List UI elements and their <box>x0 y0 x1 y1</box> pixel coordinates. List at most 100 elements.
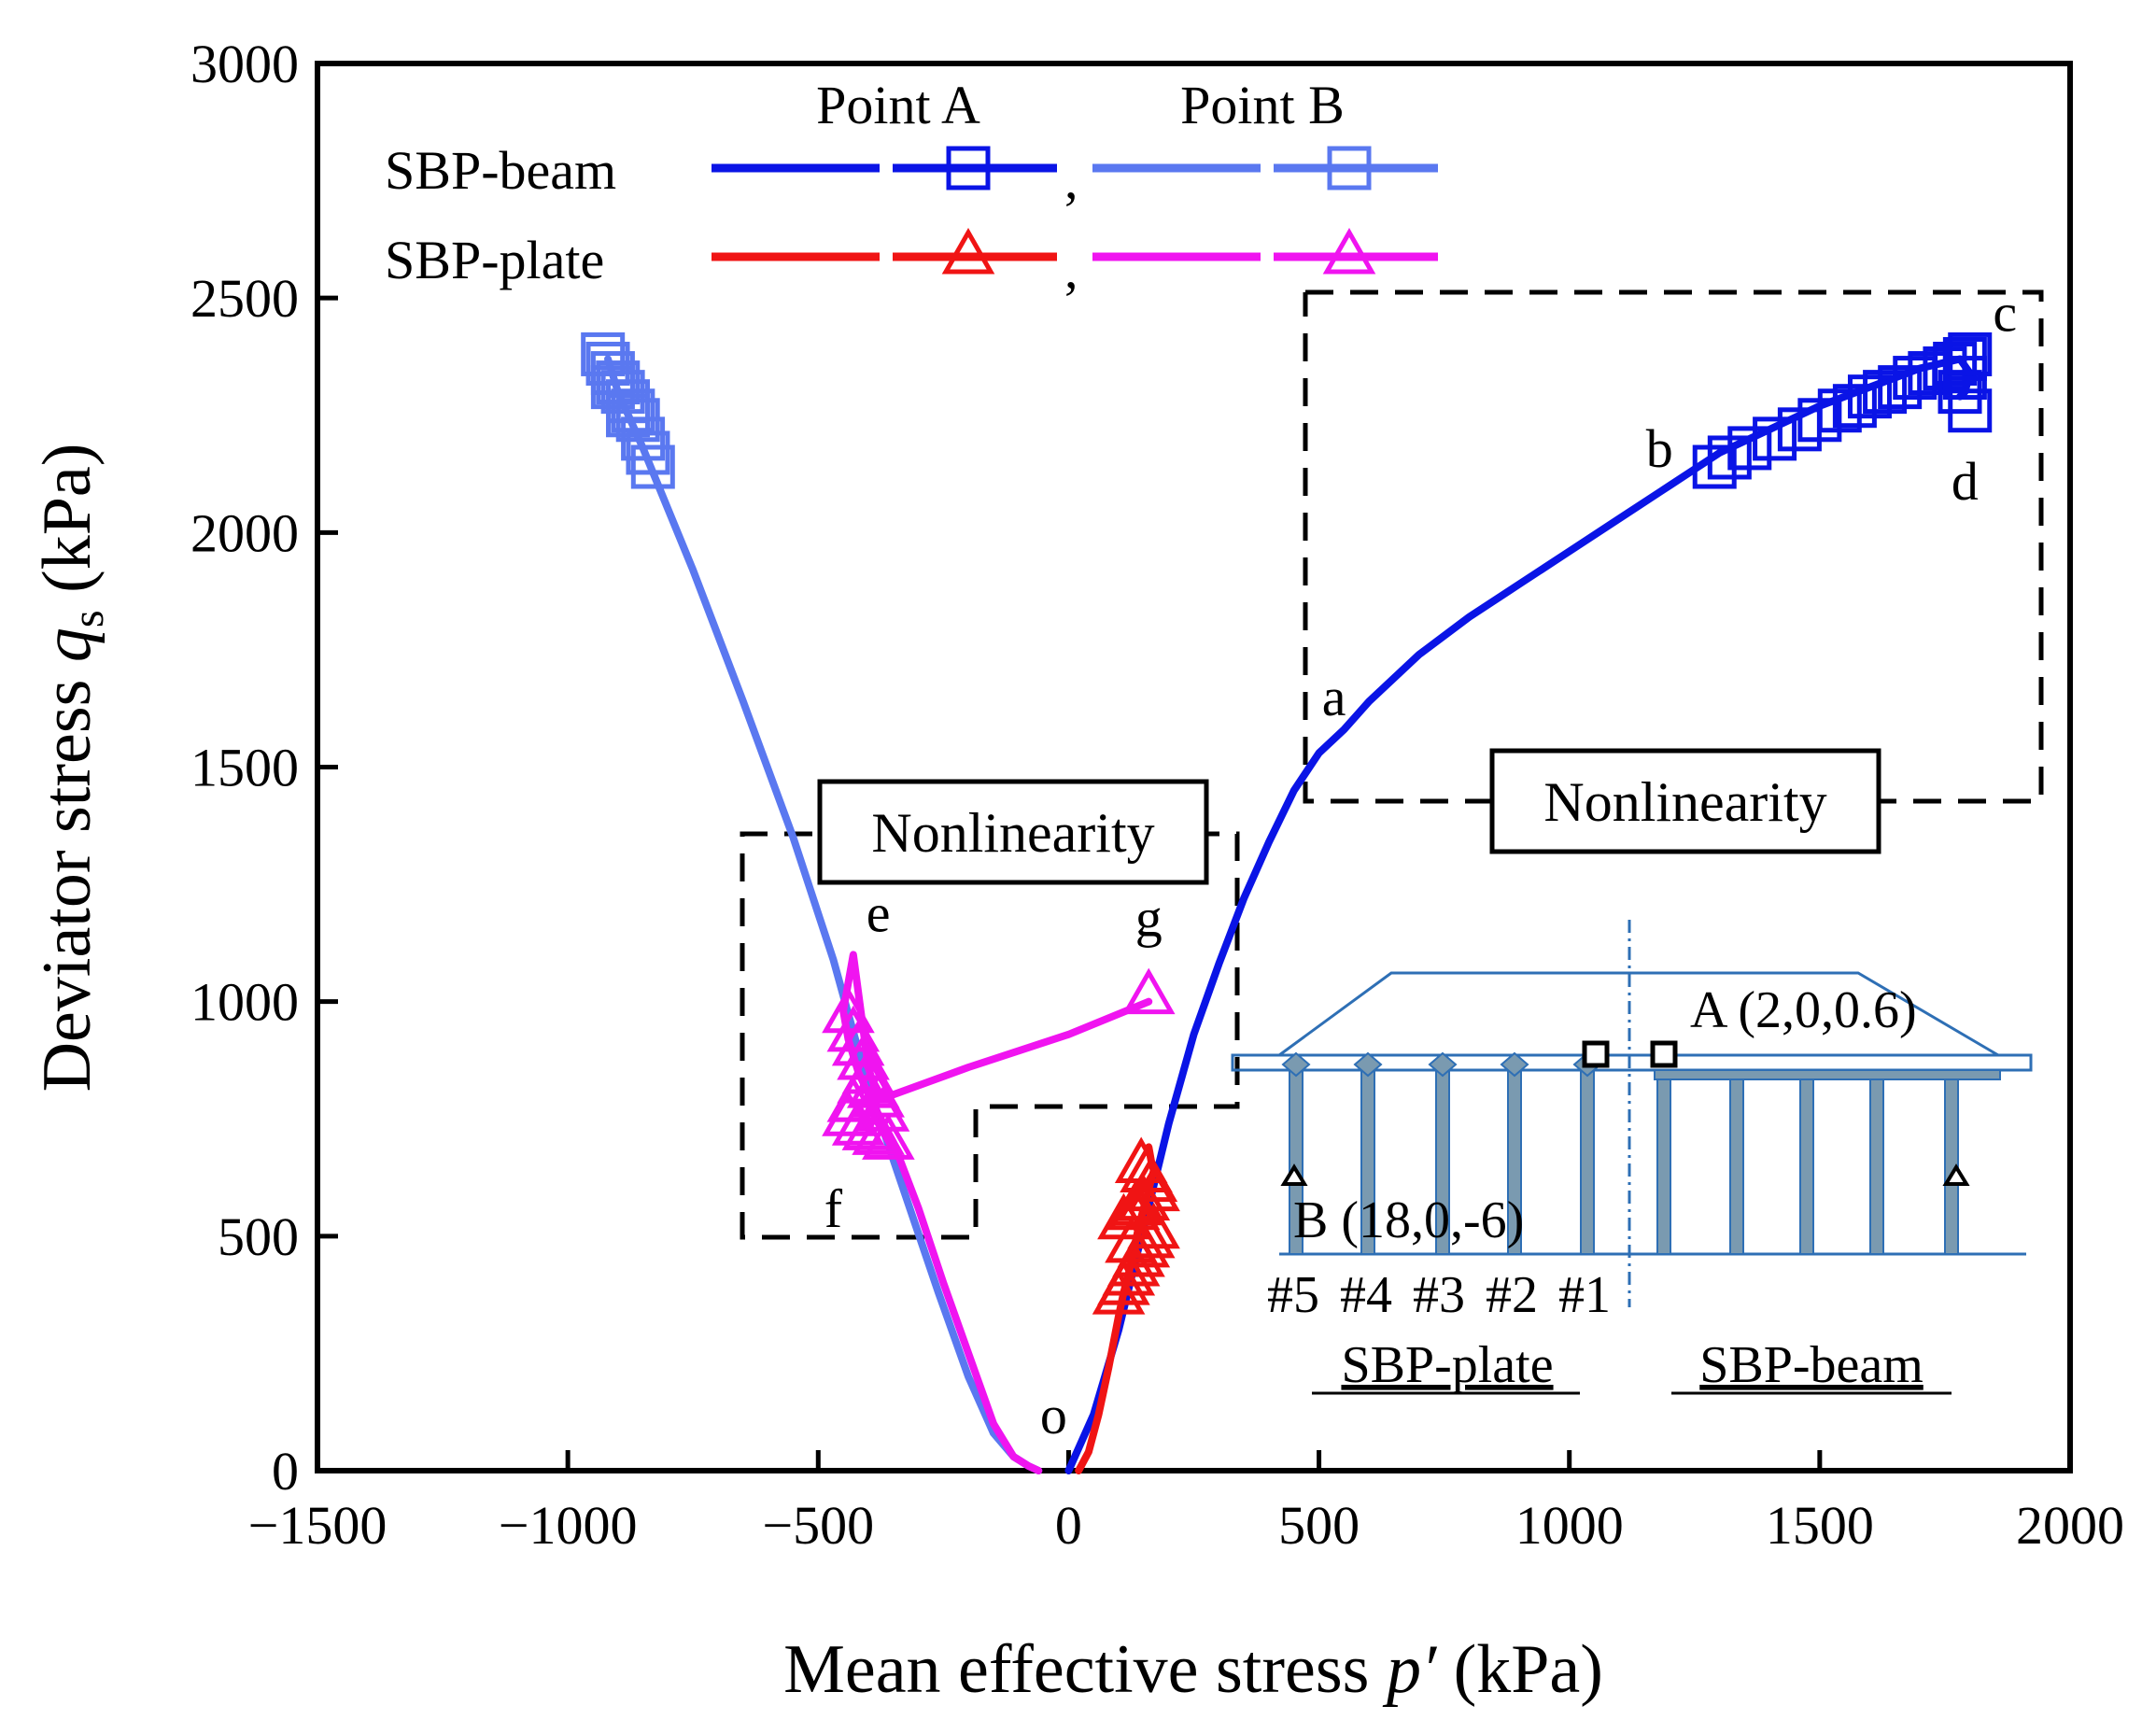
legend-marker <box>941 227 995 275</box>
x-axis-title-unit: (kPa) <box>1436 1631 1603 1708</box>
series-0 <box>1064 331 1993 1474</box>
y-tick-label: 500 <box>218 1206 299 1267</box>
pile-labels: #5 #4 #3 #2 #1 <box>1267 1266 1611 1324</box>
y-tick-label: 2000 <box>190 502 299 563</box>
x-tick-label: 1500 <box>1766 1495 1874 1556</box>
series-marker <box>1847 374 1892 419</box>
x-axis-title-var: p′ <box>1382 1631 1438 1708</box>
series-marker <box>841 1104 895 1150</box>
pile-cap <box>1353 1051 1383 1078</box>
beam <box>1654 1069 2001 1080</box>
point-a-marker-left <box>1582 1040 1610 1068</box>
legend-row-beam: SBP-beam <box>385 140 616 201</box>
series-layer <box>581 331 1993 1474</box>
x-tick-label: 2000 <box>2016 1495 2124 1556</box>
y-axis-title-var: q <box>29 627 106 662</box>
x-tick-label: 1000 <box>1515 1495 1624 1556</box>
y-tick-label: 0 <box>272 1441 299 1501</box>
nonlinearity-label-box-left <box>817 779 1209 885</box>
pile-cap <box>1281 1051 1311 1078</box>
point-label: e <box>867 882 891 943</box>
inset-diagram: A (2,0,0.6) B (18,0,-6) #5 #4 #3 #2 #1 SBP-p… <box>1231 920 2033 1395</box>
pile-label: #1 <box>1558 1266 1611 1324</box>
series-marker <box>1863 370 1908 415</box>
legend-marker <box>946 146 991 190</box>
pile-label: #5 <box>1267 1266 1319 1324</box>
series-line <box>604 355 1043 1474</box>
series-marker <box>1832 384 1877 429</box>
y-axis-title-group: Deviator stress qs (kPa) <box>29 444 113 1093</box>
point-label: d <box>1952 451 1979 512</box>
legend-header-point-a: Point A <box>816 75 980 135</box>
point-b-marker-left <box>1280 1163 1308 1186</box>
series-marker <box>831 1099 885 1146</box>
point-annotations: a b c d e f g o <box>824 282 2017 1445</box>
series-marker <box>1109 1178 1163 1226</box>
y-tick-label: 1500 <box>190 738 299 798</box>
series-marker <box>1878 365 1923 410</box>
series-marker <box>1753 416 1797 461</box>
point-label: o <box>1040 1385 1067 1445</box>
y-axis-title-main: Deviator stress <box>29 662 106 1092</box>
series-marker <box>1727 426 1772 471</box>
series-2 <box>1075 1136 1180 1474</box>
tick-labels: −1500 −1000 −500 0 500 1000 1500 2000 0 500 1000 15… <box>190 34 2124 1556</box>
y-tick-label: 2500 <box>190 268 299 329</box>
beam-pile <box>1656 1078 1671 1255</box>
series-1 <box>581 331 1043 1474</box>
y-tick-label: 1000 <box>190 972 299 1033</box>
pile-cap <box>1428 1051 1458 1078</box>
point-a-marker-right <box>1650 1040 1678 1068</box>
x-tick-label: −1500 <box>248 1495 388 1556</box>
legend-separator-plate: , <box>1064 239 1078 300</box>
nonlinearity-label-box-right <box>1489 748 1881 854</box>
series-marker <box>831 1019 885 1066</box>
nonlinearity-region-left: Nonlinearity <box>740 779 1240 1240</box>
series-marker <box>1121 967 1176 1015</box>
y-axis-title-unit: (kPa) <box>29 444 106 611</box>
inset-title-beam: SBP-beam <box>1699 1336 1923 1394</box>
point-label: c <box>1993 282 2017 343</box>
series-marker <box>837 1033 890 1080</box>
series-marker <box>822 986 875 1034</box>
series-line <box>839 951 1153 1474</box>
y-axis-title-sub: s <box>63 610 113 627</box>
point-label: g <box>1135 887 1163 948</box>
series-marker <box>605 393 650 438</box>
nonlinearity-label-right: Nonlinearity <box>1543 771 1826 833</box>
nonlinearity-box-left <box>740 831 1240 1240</box>
embankment-outline <box>1278 971 1999 1057</box>
legend-marker <box>1327 146 1372 190</box>
y-axis-title: Deviator stress qs (kPa) <box>29 444 113 1093</box>
series-marker <box>822 1090 875 1136</box>
legend-separator-beam: , <box>1064 149 1078 210</box>
series-marker <box>826 1005 881 1052</box>
legend-marker <box>1322 227 1376 275</box>
series-marker <box>1105 1216 1158 1263</box>
x-axis-title: Mean effective stress p′ (kPa) <box>783 1631 1603 1708</box>
series-marker <box>852 1108 905 1155</box>
inset-piles <box>1281 1051 2001 1255</box>
x-tick-label: 0 <box>1055 1495 1082 1556</box>
point-label: b <box>1646 418 1673 479</box>
legend-swatches <box>712 146 1438 275</box>
series-marker <box>630 444 675 489</box>
x-axis-title-main: Mean effective stress <box>783 1631 1387 1708</box>
point-label: a <box>1322 667 1346 727</box>
x-tick-label: 500 <box>1278 1495 1360 1556</box>
series-marker <box>1942 356 1987 401</box>
series-marker <box>1817 388 1862 433</box>
legend-header-point-b: Point B <box>1180 75 1345 135</box>
pile-label: #3 <box>1413 1266 1465 1324</box>
series-marker <box>862 1113 915 1160</box>
series-marker <box>1948 388 1993 433</box>
series-marker <box>1114 1136 1168 1183</box>
beam-pile <box>1869 1078 1884 1255</box>
x-tick-label: −1000 <box>499 1495 638 1556</box>
x-tick-label: −500 <box>762 1495 874 1556</box>
series-marker <box>590 365 635 410</box>
pile-label: #4 <box>1340 1266 1392 1324</box>
nonlinearity-label-left: Nonlinearity <box>871 802 1154 864</box>
inset-title-plate: SBP-plate <box>1341 1336 1553 1394</box>
